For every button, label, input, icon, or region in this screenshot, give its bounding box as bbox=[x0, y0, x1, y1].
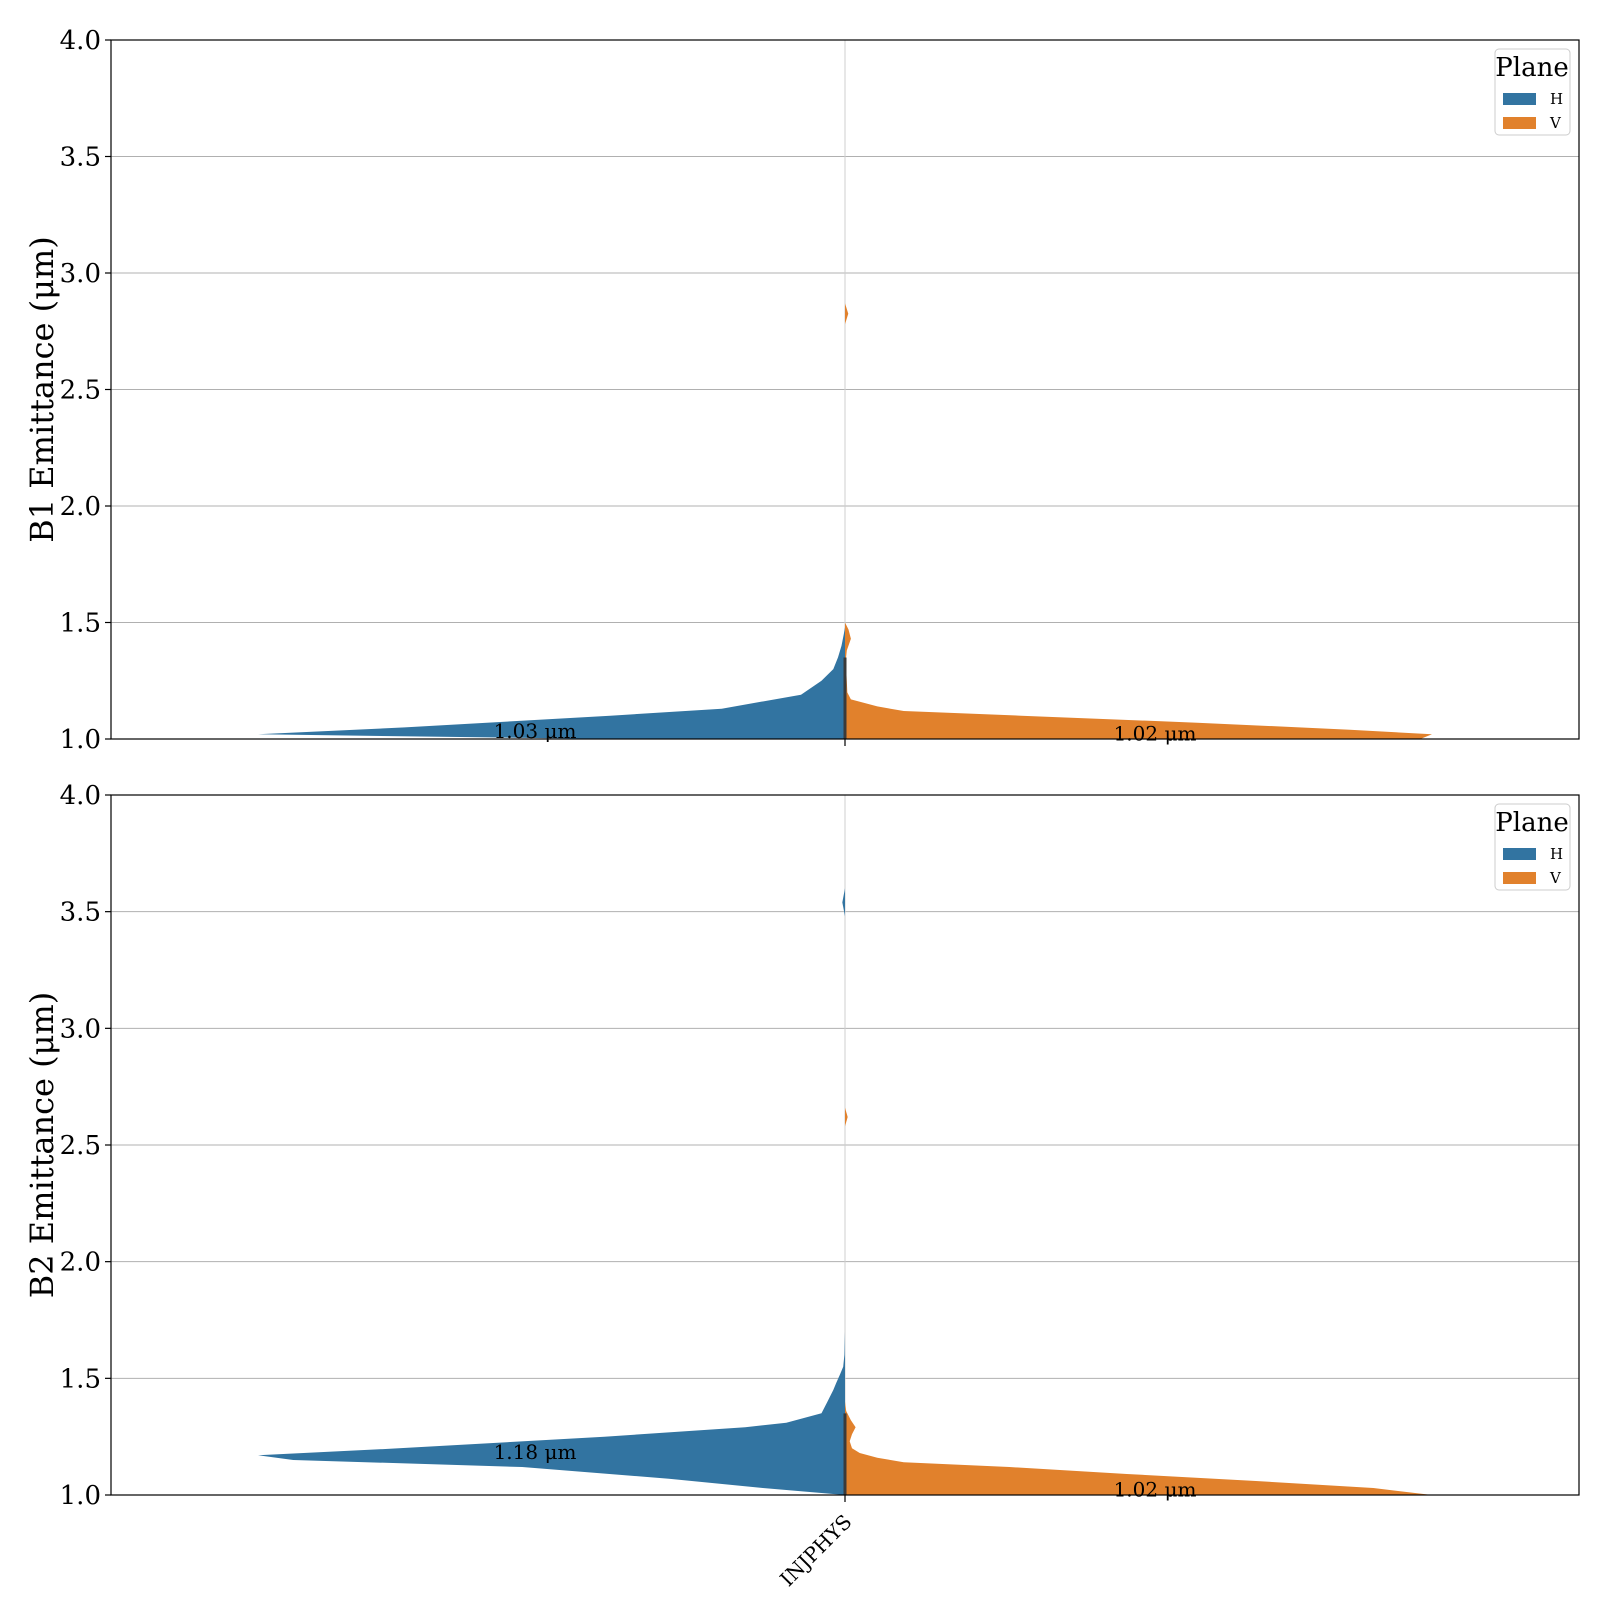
legend-label-h: H bbox=[1550, 845, 1563, 863]
legend-box bbox=[1494, 803, 1571, 891]
legend-box bbox=[1494, 48, 1571, 136]
y-tick-label: 3.0 bbox=[60, 1014, 101, 1044]
legend-label-v: V bbox=[1549, 114, 1562, 132]
y-tick-label: 1.0 bbox=[60, 1481, 101, 1511]
violin-v-outlier bbox=[845, 1107, 848, 1127]
violin-h-half bbox=[258, 1331, 845, 1495]
y-tick-label: 2.5 bbox=[60, 1131, 101, 1161]
legend-label-h: H bbox=[1550, 90, 1563, 108]
legend: Plane HV bbox=[1494, 803, 1571, 891]
y-tick-label: 3.5 bbox=[60, 898, 101, 928]
legend-swatch-v bbox=[1503, 872, 1536, 884]
y-tick-label: 4.0 bbox=[60, 26, 101, 56]
legend-label-v: V bbox=[1549, 869, 1562, 887]
median-annotation-v: 1.02 μm bbox=[1114, 1477, 1197, 1501]
legend-swatch-h bbox=[1503, 848, 1536, 860]
violin-v-half bbox=[845, 1401, 1432, 1495]
violin-v-outlier bbox=[845, 303, 849, 325]
violin-h-outlier bbox=[842, 888, 845, 917]
y-tick-label: 1.5 bbox=[60, 1364, 101, 1394]
y-tick-label: 2.0 bbox=[60, 492, 101, 522]
panel-b2-emittance: 1.0 1.5 2.0 2.5 3.0 3.5 4.0 1.18 μm 1.02 μm INJPH… bbox=[23, 781, 1580, 1591]
legend-swatch-v bbox=[1503, 117, 1536, 129]
y-tick-label: 1.0 bbox=[60, 725, 101, 755]
y-tick-label: 1.5 bbox=[60, 609, 101, 639]
y-axis-label: B2 Emittance (μm) bbox=[23, 992, 61, 1299]
violin-v-half bbox=[845, 622, 1432, 739]
y-tick-label: 2.5 bbox=[60, 376, 101, 406]
legend-title: Plane bbox=[1495, 53, 1568, 83]
y-tick-label: 4.0 bbox=[60, 781, 101, 811]
median-annotation-h: 1.18 μm bbox=[494, 1440, 577, 1464]
y-tick-label: 3.5 bbox=[60, 143, 101, 173]
x-tick-label: INJPHYS bbox=[775, 1510, 856, 1591]
violin-h-half bbox=[258, 627, 845, 739]
median-annotation-v: 1.02 μm bbox=[1114, 721, 1197, 745]
legend-swatch-h bbox=[1503, 93, 1536, 105]
y-axis-label: B1 Emittance (μm) bbox=[23, 236, 61, 543]
y-tick-label: 2.0 bbox=[60, 1248, 101, 1278]
y-tick-label: 3.0 bbox=[60, 259, 101, 289]
legend-title: Plane bbox=[1495, 808, 1568, 838]
legend: Plane HV bbox=[1494, 48, 1571, 136]
